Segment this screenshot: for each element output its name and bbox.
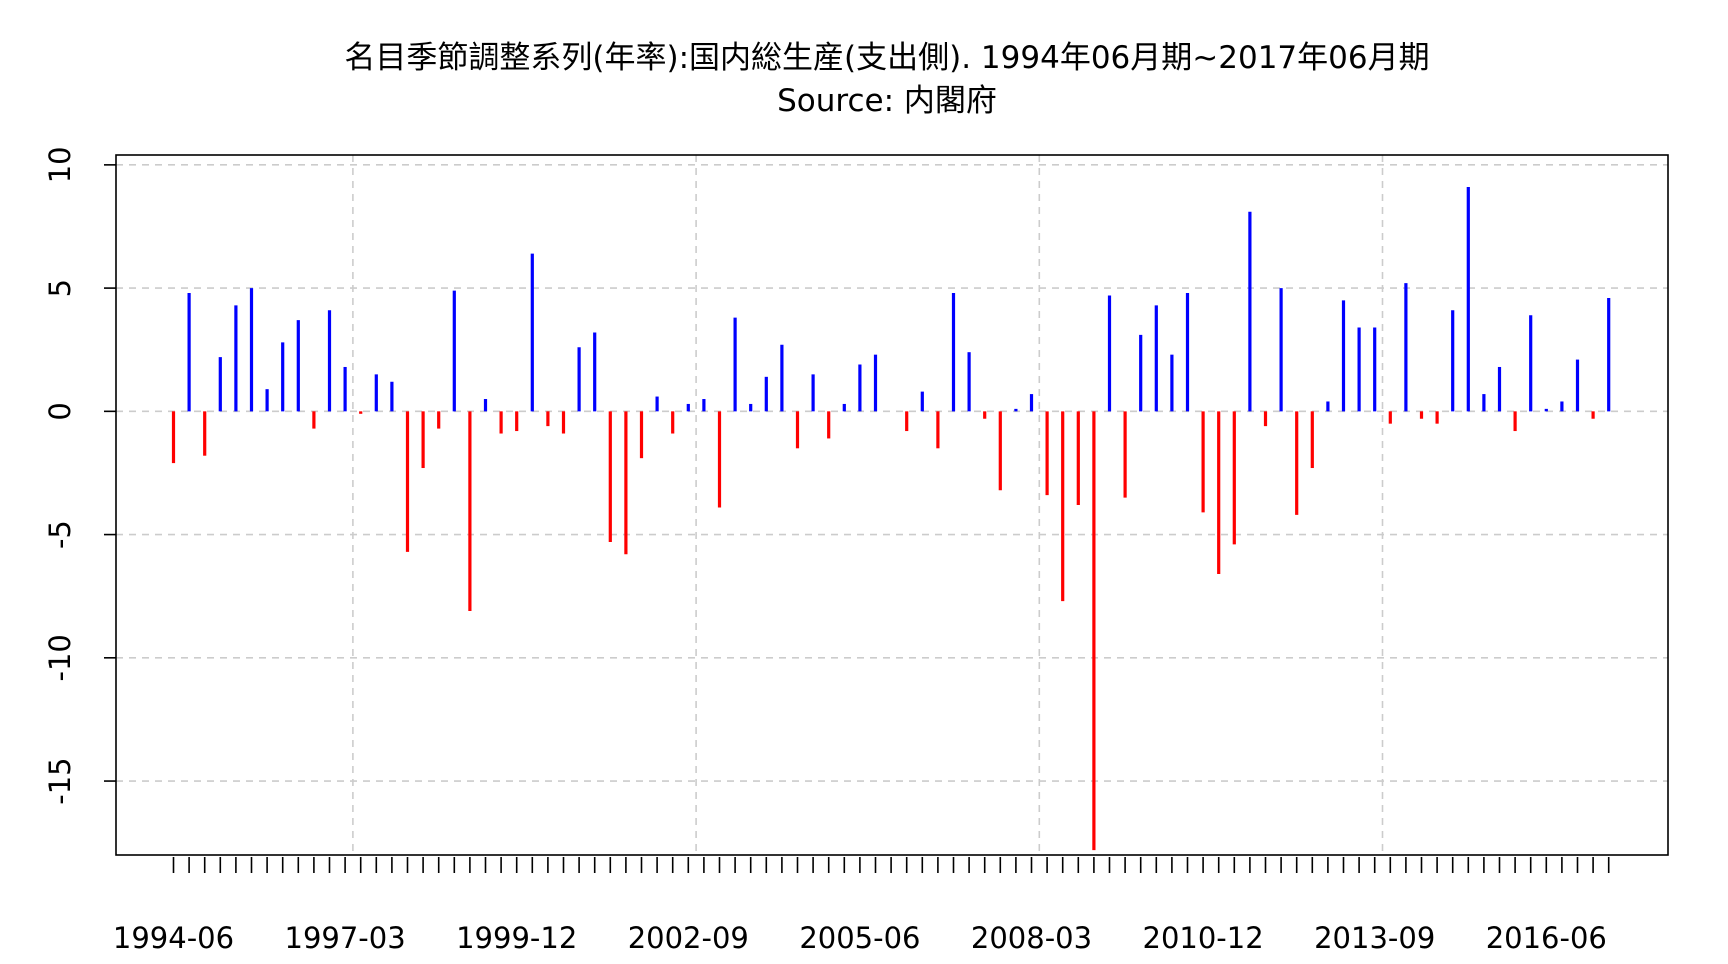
- y-tick-label: 5: [43, 279, 77, 297]
- data-bars: [171, 187, 1611, 851]
- x-tick-label: 2005-06: [799, 921, 920, 955]
- y-tick-label: -10: [43, 634, 77, 681]
- chart-title: 名目季節調整系列(年率):国内総生産(支出側). 1994年06月期~2017年…: [344, 40, 1429, 76]
- x-tick-label: 2016-06: [1486, 921, 1607, 955]
- x-tick-label: 2008-03: [971, 921, 1092, 955]
- y-tick-label: 0: [43, 402, 77, 420]
- plot-frame: [115, 154, 1669, 856]
- x-tick-label: 1994-06: [113, 921, 234, 955]
- axes: 10 5 0 -5 -10 -15 1994-06 1997-03 1999-12 2002-09…: [43, 146, 1610, 955]
- y-tick-label: -15: [43, 757, 77, 804]
- x-tick-label: 2010-12: [1143, 921, 1264, 955]
- x-tick-label: 2002-09: [628, 921, 749, 955]
- x-tick-label: 2013-09: [1314, 921, 1435, 955]
- chart-subtitle: Source: 内閣府: [777, 83, 997, 119]
- y-tick-label: 10: [43, 146, 77, 183]
- x-tick-label: 1997-03: [285, 921, 406, 955]
- x-tick-label: 1999-12: [456, 921, 577, 955]
- y-tick-label: -5: [43, 520, 77, 549]
- grid-lines: [116, 155, 1668, 855]
